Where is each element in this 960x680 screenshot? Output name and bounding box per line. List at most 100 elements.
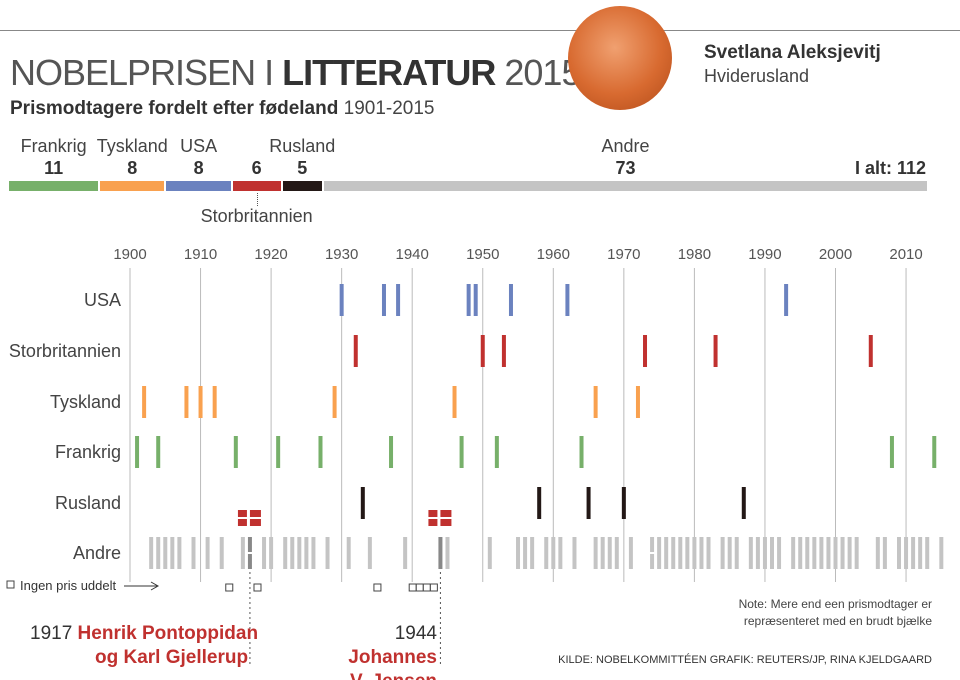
- bar-mark: [720, 537, 725, 569]
- bar-mark: [643, 335, 648, 367]
- bar-mark: [459, 436, 464, 468]
- bar-mark: [925, 537, 930, 569]
- no-prize-marker: [415, 583, 424, 592]
- bar-mark: [438, 537, 443, 569]
- footnote: Note: Mere end een prismodtager er repræs…: [738, 597, 932, 628]
- bar-mark: [156, 537, 161, 569]
- bar-mark: [692, 537, 697, 569]
- summary-label: Rusland: [269, 136, 336, 156]
- x-tick-label: 1950: [466, 246, 499, 263]
- bar-mark: [671, 537, 676, 569]
- bar-mark: [389, 436, 394, 468]
- bar-mark: [262, 537, 267, 569]
- bar-mark: [678, 537, 683, 569]
- danish-flag-icon: [440, 519, 452, 526]
- bar-mark: [452, 386, 457, 418]
- bar-mark: [558, 537, 563, 569]
- bar-mark: [593, 537, 598, 569]
- bar-mark: [233, 436, 238, 468]
- no-prize-marker: [408, 583, 417, 592]
- bar-mark: [932, 436, 937, 468]
- bar-mark: [882, 537, 887, 569]
- laureate-country: Hviderusland: [704, 66, 810, 86]
- bar-mark: [593, 386, 598, 418]
- bar-mark: [635, 386, 640, 418]
- bar-mark: [657, 537, 662, 569]
- bar-mark: [614, 537, 619, 569]
- summary-count: 11: [44, 158, 64, 178]
- bar-mark: [607, 537, 612, 569]
- laureate-name: Svetlana Aleksjevitj: [704, 42, 881, 63]
- bar-mark: [727, 537, 732, 569]
- bar-mark: [219, 537, 224, 569]
- bar-mark: [346, 537, 351, 569]
- bar-mark: [501, 335, 506, 367]
- summary-count: 8: [127, 158, 138, 178]
- no-prize-marker: [253, 583, 262, 592]
- bar-mark: [826, 537, 831, 569]
- bar-mark: [565, 284, 570, 316]
- summary-segment-storbritannien: [232, 181, 281, 191]
- bar-mark: [762, 537, 767, 569]
- bar-mark: [551, 537, 556, 569]
- bar-mark: [332, 386, 337, 418]
- bar-mark: [445, 537, 450, 569]
- annotation-1944: 1944 JohannesV. Jensen: [348, 623, 437, 680]
- no-prize-legend-icon: [6, 580, 15, 589]
- bar-mark: [875, 537, 880, 569]
- bar-mark: [311, 537, 316, 569]
- row-label: Frankrig: [55, 442, 121, 462]
- bar-mark: [353, 335, 358, 367]
- bar-mark: [854, 537, 859, 569]
- row-label: Rusland: [55, 493, 121, 513]
- bar-mark: [318, 436, 323, 468]
- bar-mark: [904, 537, 909, 569]
- bar-mark: [212, 386, 217, 418]
- no-prize-marker: [429, 583, 438, 592]
- bar-mark: [713, 335, 718, 367]
- bar-mark: [798, 537, 803, 569]
- x-tick-label: 1990: [748, 246, 781, 263]
- summary-label: Andre: [601, 136, 650, 156]
- bar-mark: [847, 537, 852, 569]
- danish-flag-icon: [249, 519, 261, 526]
- row-label: Andre: [73, 543, 121, 563]
- total-label: I alt: 112: [854, 158, 926, 178]
- bar-mark: [586, 487, 591, 519]
- summary-label: Storbritannien: [200, 206, 313, 226]
- x-tick-label: 1930: [325, 246, 358, 263]
- x-tick-label: 2010: [889, 246, 922, 263]
- bar-mark: [777, 537, 782, 569]
- bar-mark: [403, 537, 408, 569]
- bar-mark: [381, 284, 386, 316]
- bar-mark: [600, 537, 605, 569]
- bar-mark: [650, 554, 655, 569]
- x-tick-label: 1970: [607, 246, 640, 263]
- bar-mark: [247, 554, 252, 569]
- summary-count: 8: [193, 158, 204, 178]
- bar-mark: [177, 537, 182, 569]
- x-tick-label: 1900: [113, 246, 146, 263]
- bar-mark: [276, 436, 281, 468]
- bar-mark: [473, 284, 478, 316]
- danish-flag-icon: [249, 510, 261, 517]
- bar-mark: [367, 537, 372, 569]
- leader-line: [256, 193, 258, 206]
- x-tick-label: 1960: [537, 246, 570, 263]
- bar-mark: [290, 537, 295, 569]
- summary-segment-andre: [323, 181, 927, 191]
- bar-mark: [184, 386, 189, 418]
- bar-mark: [896, 537, 901, 569]
- bar-mark: [650, 537, 655, 552]
- bar-mark: [741, 487, 746, 519]
- bar-mark: [572, 537, 577, 569]
- bar-mark: [734, 537, 739, 569]
- bar-mark: [163, 537, 168, 569]
- summary-label: USA: [180, 136, 218, 156]
- bar-mark: [805, 537, 810, 569]
- bar-mark: [487, 537, 492, 569]
- bar-mark: [156, 436, 161, 468]
- bar-mark: [283, 537, 288, 569]
- danish-flag-icon: [237, 510, 247, 517]
